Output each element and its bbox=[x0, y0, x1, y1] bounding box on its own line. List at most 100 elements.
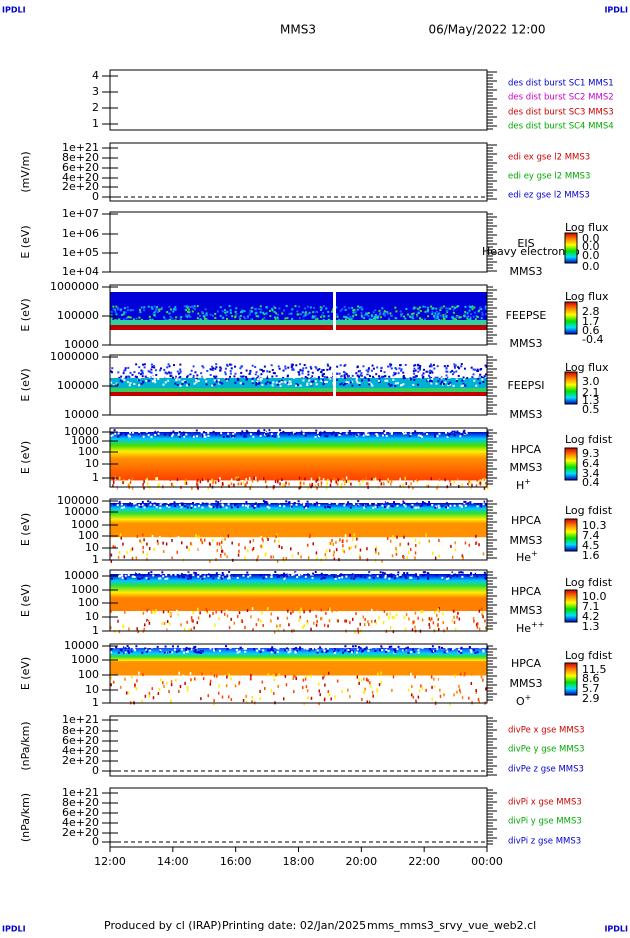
speckle bbox=[254, 504, 257, 507]
speckle bbox=[325, 381, 328, 384]
speckle bbox=[445, 482, 448, 486]
speckle bbox=[365, 480, 368, 484]
speckle bbox=[270, 619, 272, 623]
speckle bbox=[197, 607, 199, 611]
speckle bbox=[234, 381, 237, 384]
speckle bbox=[270, 648, 273, 651]
speckle bbox=[383, 314, 386, 317]
speckle bbox=[312, 315, 315, 318]
speckle bbox=[376, 366, 379, 369]
speckle bbox=[260, 544, 262, 548]
speckle bbox=[306, 647, 309, 650]
speckle bbox=[252, 628, 254, 632]
speckle bbox=[338, 434, 341, 437]
speckle bbox=[137, 379, 140, 382]
speckle bbox=[155, 373, 158, 376]
speckle bbox=[140, 318, 143, 321]
speckle bbox=[196, 480, 198, 484]
speckle bbox=[289, 486, 292, 490]
speckle bbox=[400, 369, 403, 372]
speckle bbox=[341, 482, 343, 486]
speckle bbox=[268, 370, 271, 373]
speckle bbox=[242, 699, 245, 703]
speckle bbox=[327, 607, 330, 611]
spacecraft: MMS3 bbox=[510, 534, 543, 547]
speckle bbox=[442, 612, 444, 616]
speckle bbox=[259, 651, 262, 654]
speckle bbox=[414, 544, 417, 548]
speckle bbox=[367, 482, 369, 486]
speckle bbox=[453, 615, 455, 619]
speckle bbox=[316, 486, 318, 490]
speckle bbox=[462, 383, 465, 386]
speckle bbox=[314, 317, 317, 320]
speckle bbox=[196, 478, 199, 482]
speckle bbox=[206, 429, 209, 432]
speckle bbox=[314, 500, 317, 503]
speckle bbox=[334, 433, 337, 436]
speckle bbox=[290, 431, 293, 434]
speckle bbox=[304, 677, 307, 681]
speckle bbox=[305, 506, 308, 509]
speckle bbox=[453, 434, 456, 437]
speckle bbox=[457, 374, 460, 377]
speckle bbox=[449, 381, 452, 384]
speckle bbox=[417, 651, 420, 654]
speckle bbox=[172, 308, 175, 311]
speckle bbox=[163, 545, 166, 549]
speckle bbox=[300, 430, 303, 433]
speckle bbox=[227, 503, 230, 506]
speckle bbox=[435, 307, 438, 310]
speckle bbox=[204, 645, 207, 648]
speckle bbox=[357, 500, 360, 503]
speckle bbox=[184, 505, 187, 508]
speckle bbox=[289, 382, 292, 385]
speckle bbox=[262, 477, 265, 481]
speckle bbox=[227, 574, 230, 577]
speckle bbox=[112, 480, 115, 484]
speckle bbox=[307, 373, 310, 376]
speckle bbox=[222, 533, 225, 537]
speckle bbox=[399, 575, 402, 578]
speckle bbox=[223, 575, 226, 578]
speckle bbox=[229, 309, 232, 312]
speckle bbox=[271, 375, 274, 378]
speckle bbox=[281, 478, 283, 482]
speckle bbox=[388, 645, 391, 648]
speckle bbox=[425, 533, 427, 537]
speckle bbox=[465, 546, 467, 550]
speckle bbox=[190, 648, 193, 651]
speckle bbox=[309, 365, 312, 368]
speckle bbox=[282, 430, 285, 433]
speckle bbox=[120, 503, 123, 506]
speckle bbox=[485, 313, 488, 316]
speckle bbox=[117, 651, 120, 654]
speckle bbox=[414, 430, 417, 433]
speckle bbox=[349, 506, 352, 509]
speckle bbox=[306, 377, 309, 380]
speckle bbox=[476, 625, 479, 629]
speckle bbox=[164, 318, 167, 321]
speckle bbox=[419, 434, 422, 437]
speckle bbox=[403, 315, 406, 318]
speckle bbox=[203, 315, 206, 318]
speckle bbox=[448, 430, 451, 433]
speckle bbox=[416, 307, 419, 310]
speckle bbox=[110, 318, 113, 321]
speckle bbox=[214, 367, 217, 370]
speckle bbox=[333, 557, 336, 561]
speckle bbox=[227, 378, 230, 381]
speckle bbox=[391, 615, 394, 619]
speckle bbox=[418, 541, 421, 545]
speckle bbox=[212, 506, 215, 509]
speckle bbox=[213, 674, 216, 678]
speckle bbox=[112, 477, 115, 481]
speckle bbox=[304, 434, 307, 437]
speckle bbox=[469, 480, 472, 484]
speckle bbox=[199, 611, 201, 615]
speckle bbox=[209, 313, 212, 316]
speckle bbox=[423, 502, 426, 505]
speckle bbox=[257, 646, 260, 649]
speckle bbox=[435, 574, 438, 577]
speckle bbox=[292, 610, 294, 614]
